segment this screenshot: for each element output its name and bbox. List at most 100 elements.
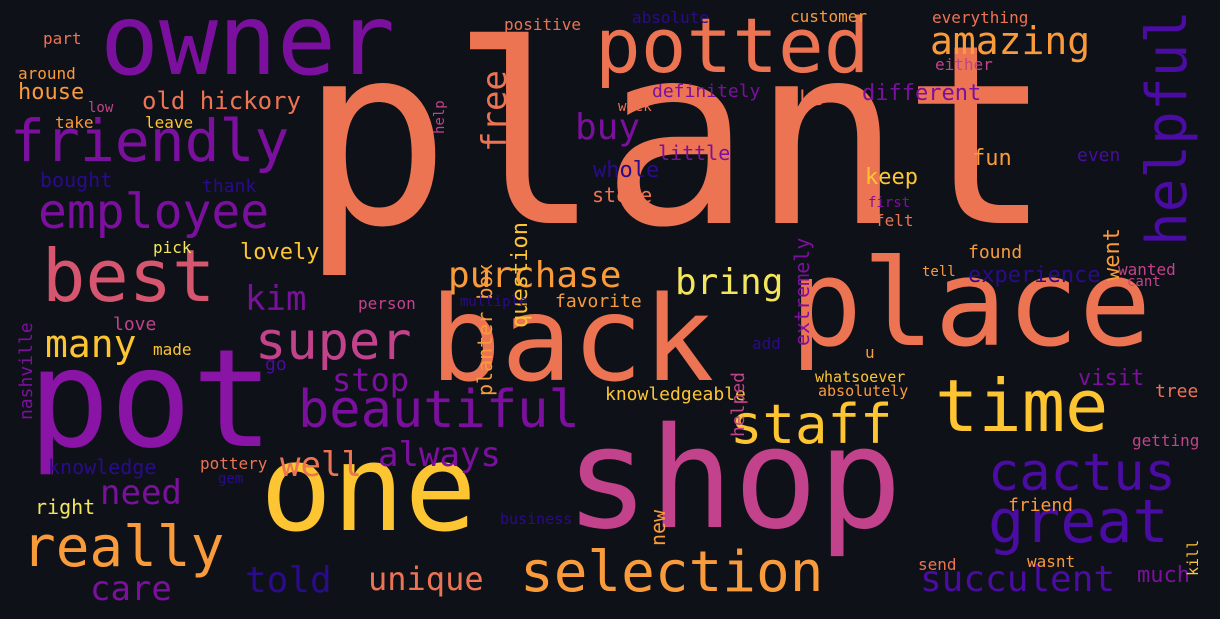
word-best: best <box>42 234 216 318</box>
word-whatsoever: whatsoever <box>815 368 906 386</box>
word-keep: keep <box>865 165 918 190</box>
word-pottery: pottery <box>200 454 268 473</box>
word-free: free <box>475 70 515 152</box>
word-great: great <box>988 487 1169 557</box>
word-need: need <box>100 473 182 513</box>
word-really: really <box>22 515 225 580</box>
word-many: many <box>45 322 137 366</box>
word-cactus: cactus <box>988 443 1176 503</box>
word-everything: everything <box>932 8 1029 27</box>
word-new: new <box>646 509 670 546</box>
word-little: little <box>658 141 731 165</box>
word-potted: potted <box>595 1 870 90</box>
word-old-hickory: old hickory <box>142 87 301 115</box>
word-helped: helped <box>728 371 749 437</box>
word-beautiful: beautiful <box>298 380 580 440</box>
word-found: found <box>968 242 1023 263</box>
word-tree: tree <box>1155 381 1199 402</box>
word-wanted: wanted <box>1118 260 1176 279</box>
word-helpful: helpful <box>1135 9 1200 246</box>
word-low: low <box>88 100 114 116</box>
word-gem: gem <box>218 471 244 487</box>
word-lovely: lovely <box>240 240 320 265</box>
word-shop: shop <box>565 398 903 561</box>
word-person: person <box>358 294 416 313</box>
word-getting: getting <box>1132 431 1200 450</box>
word-pot: pot <box>28 321 274 479</box>
word-cant: cant <box>1127 274 1161 290</box>
word-multiple: multiple <box>460 294 528 310</box>
word-leave: leave <box>145 113 194 132</box>
word-succulent: succulent <box>920 559 1116 600</box>
word-customer: customer <box>790 7 868 26</box>
word-stop: stop <box>332 361 410 399</box>
word-tell: tell <box>922 264 956 280</box>
word-go: go <box>265 354 287 375</box>
word-buy: buy <box>575 107 641 148</box>
word-kim: kim <box>245 279 307 319</box>
word-house: house <box>18 80 85 105</box>
word-knowledge: knowledge <box>48 455 157 479</box>
word-selection: selection <box>520 540 824 605</box>
word-absolutely: absolutely <box>818 382 909 400</box>
word-always: always <box>378 435 501 475</box>
word-one: one <box>260 420 477 559</box>
word-whole: whole <box>593 158 660 183</box>
word-back: back <box>430 270 715 408</box>
word-purchase: purchase <box>448 255 622 296</box>
word-first: first <box>868 195 911 211</box>
word-love: love <box>113 314 157 335</box>
word-right: right <box>35 495 96 519</box>
word-much: much <box>1137 563 1190 588</box>
word-plant: plant <box>300 0 1053 282</box>
word-experience: experience <box>968 263 1101 288</box>
word-pick: pick <box>153 238 192 257</box>
word-care: care <box>90 569 172 609</box>
word-definitely: definitely <box>652 81 761 102</box>
word-owner: owner <box>100 0 396 98</box>
word-absolute: absolute <box>632 8 710 27</box>
word-nashville: nashville <box>16 322 37 420</box>
word-told: told <box>245 560 332 601</box>
word-business: business <box>500 510 573 528</box>
word-well: well <box>280 445 362 485</box>
word-u: u <box>865 343 875 362</box>
word-positive: positive <box>504 15 582 34</box>
word-made: made <box>153 340 192 359</box>
word-knowledgeable: knowledgeable <box>605 384 746 405</box>
word-friendly: friendly <box>10 107 290 175</box>
word-favorite: favorite <box>555 291 642 312</box>
word-felt: felt <box>875 211 914 230</box>
word-thank: thank <box>202 176 257 197</box>
word-add: add <box>752 334 781 353</box>
word-friend: friend <box>1008 495 1074 516</box>
word-place: place <box>790 235 1152 374</box>
word-around: around <box>18 64 76 83</box>
word-make: make <box>775 86 824 110</box>
word-either: either <box>935 55 993 74</box>
word-bought: bought <box>40 168 113 192</box>
word-kill: kill <box>1184 539 1202 576</box>
word-different: different <box>862 81 982 106</box>
word-fun: fun <box>972 146 1012 171</box>
word-staff: staff <box>730 393 893 456</box>
word-send: send <box>918 555 957 574</box>
word-store: store <box>592 183 653 207</box>
word-unique: unique <box>368 560 484 598</box>
word-wasnt: wasnt <box>1027 552 1076 571</box>
word-planter-box: planter box <box>473 263 497 396</box>
word-help: help <box>432 100 448 134</box>
word-amazing: amazing <box>930 19 1091 63</box>
word-visit: visit <box>1078 366 1145 391</box>
word-part: part <box>43 29 82 48</box>
word-bring: bring <box>675 262 784 303</box>
word-even: even <box>1077 145 1121 166</box>
word-time: time <box>935 364 1109 448</box>
word-super: super <box>255 312 412 372</box>
word-take: take <box>55 113 94 132</box>
word-employee: employee <box>38 184 270 240</box>
word-week: week <box>618 99 652 115</box>
word-question: question <box>508 222 533 328</box>
word-extremely: extremely <box>790 237 814 346</box>
